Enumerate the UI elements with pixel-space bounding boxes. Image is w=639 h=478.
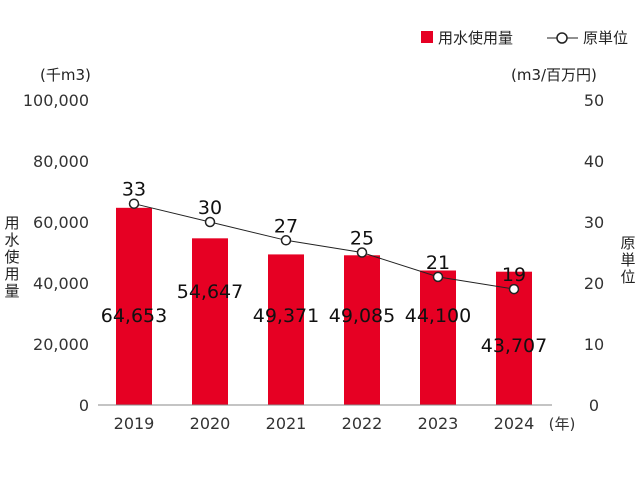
line-point-2022 bbox=[356, 247, 368, 258]
line-point-2024 bbox=[508, 283, 520, 295]
bar-data-label: 43,707 bbox=[481, 335, 547, 357]
left-axis-label-char: 使 bbox=[4, 248, 19, 266]
right-tick-label: 20 bbox=[584, 274, 604, 293]
right-tick-label: 30 bbox=[584, 213, 604, 232]
bar-2020 bbox=[192, 238, 228, 405]
right-tick-label: 10 bbox=[584, 335, 604, 354]
line-data-label: 27 bbox=[274, 215, 298, 237]
right-axis-label-char: 単 bbox=[620, 251, 635, 269]
line-data-label: 30 bbox=[198, 197, 222, 219]
bar-data-label: 64,653 bbox=[101, 305, 167, 327]
x-tick-label: 2023 bbox=[418, 414, 459, 433]
line-data-label: 25 bbox=[350, 228, 374, 250]
left-axis-label-char: 用 bbox=[4, 214, 19, 232]
line-data-label: 19 bbox=[502, 264, 526, 286]
line-data-label: 33 bbox=[122, 179, 146, 201]
left-tick-label: 20,000 bbox=[33, 335, 89, 354]
line-point-2020 bbox=[204, 216, 216, 228]
line-point-2023 bbox=[432, 271, 444, 283]
x-tick-label: 2022 bbox=[342, 414, 383, 433]
x-axis-unit: (年) bbox=[549, 415, 576, 433]
bar-2021 bbox=[268, 254, 304, 405]
x-tick-label: 2024 bbox=[494, 414, 535, 433]
bar-data-label: 44,100 bbox=[405, 305, 471, 327]
bar-data-label: 49,085 bbox=[329, 305, 395, 327]
x-tick-label: 2020 bbox=[190, 414, 231, 433]
line-point-2021 bbox=[280, 235, 292, 246]
line-data-label: 21 bbox=[426, 252, 450, 274]
bar-2022 bbox=[344, 255, 380, 405]
left-axis-label-char: 用 bbox=[4, 265, 19, 283]
left-tick-label: 0 bbox=[79, 396, 89, 415]
bar-2023 bbox=[420, 270, 456, 405]
bar-2019 bbox=[116, 207, 152, 405]
legend-line-marker bbox=[556, 32, 568, 44]
x-tick-label: 2021 bbox=[266, 414, 307, 433]
line-point-2019 bbox=[128, 198, 140, 209]
line-series bbox=[133, 203, 515, 290]
right-tick-label: 40 bbox=[584, 152, 604, 171]
bar-data-label: 49,371 bbox=[253, 305, 319, 327]
right-tick-label: 50 bbox=[584, 91, 604, 110]
left-tick-label: 80,000 bbox=[33, 152, 89, 171]
left-tick-label: 100,000 bbox=[23, 91, 89, 110]
legend-bar-label: 用水使用量 bbox=[438, 29, 513, 47]
left-tick-label: 40,000 bbox=[33, 274, 89, 293]
right-tick-label: 0 bbox=[589, 396, 599, 415]
legend-bar-swatch bbox=[421, 31, 433, 43]
right-axis-unit: (m3/百万円) bbox=[511, 66, 597, 84]
left-axis-label-char: 量 bbox=[4, 282, 19, 300]
bar-data-label: 54,647 bbox=[177, 281, 243, 303]
left-axis-label-char: 水 bbox=[4, 231, 19, 249]
x-tick-label: 2019 bbox=[114, 414, 155, 433]
left-tick-label: 60,000 bbox=[33, 213, 89, 232]
right-axis-label-char: 原 bbox=[620, 234, 635, 252]
right-axis-label-char: 位 bbox=[620, 268, 635, 286]
legend-line-label: 原単位 bbox=[583, 29, 628, 47]
left-axis-unit: (千m3) bbox=[40, 66, 91, 84]
